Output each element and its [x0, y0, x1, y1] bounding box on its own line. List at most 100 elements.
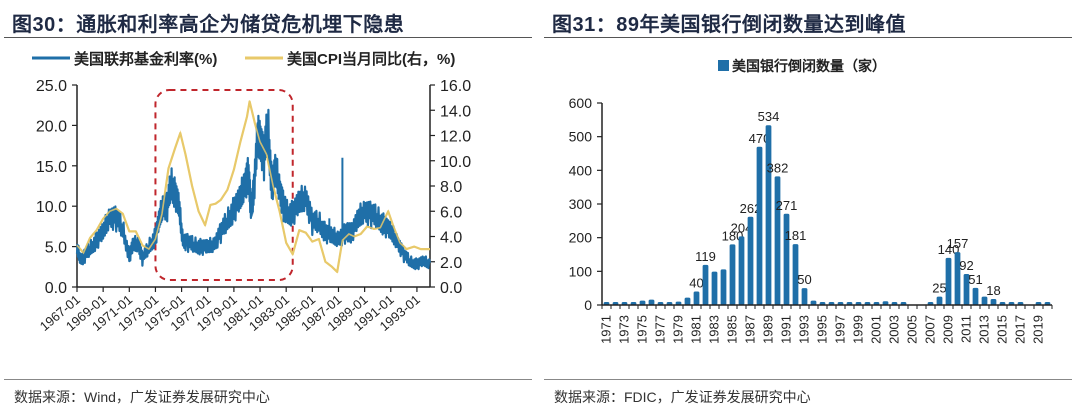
bar-2011 — [963, 274, 970, 305]
y-tick-label: 0 — [584, 297, 592, 313]
x-tick-label: 1977 — [653, 315, 668, 344]
y-tick-label: 200 — [569, 230, 593, 246]
source-divider — [544, 379, 1072, 380]
x-tick-label: 1999 — [851, 315, 866, 344]
x-tick-label: 2013 — [977, 315, 992, 344]
data-label-1993: 50 — [797, 272, 811, 287]
bar-2002 — [882, 301, 889, 305]
figure-31-panel: 图31：89年美国银行倒闭数量达到峰值 美国银行倒闭数量（家） 0 100 200 30… — [540, 0, 1080, 412]
x-tick-label: 1995 — [815, 315, 830, 344]
legend-label-cpi: 美国CPI当月同比(右，%) — [287, 50, 455, 68]
bar-2013 — [981, 296, 988, 305]
y-tick-label-left: 15.0 — [36, 159, 67, 176]
y-tick-label: 500 — [569, 129, 593, 145]
x-tick-label: 2005 — [905, 315, 920, 344]
x-tick-label: 1973 — [617, 315, 632, 344]
data-label-1989: 534 — [758, 109, 780, 124]
bar-1983 — [711, 271, 718, 305]
y-tick-label-right: 8.0 — [440, 179, 462, 196]
y-tick-label-right: 2.0 — [440, 255, 462, 272]
bar-2014 — [990, 298, 997, 305]
bar-1984 — [720, 269, 727, 305]
bar-1988 — [756, 146, 763, 305]
x-tick-label: 2017 — [1013, 315, 1028, 344]
x-tick-label: 1993 — [797, 315, 812, 344]
y-tick-label-right: 0.0 — [440, 280, 462, 297]
bar-1992 — [792, 244, 799, 305]
x-tick-label: 2019 — [1031, 315, 1046, 344]
x-tick-label: 1981 — [689, 315, 704, 344]
bar-1993 — [801, 288, 808, 305]
y-tick-label-left: 5.0 — [45, 240, 67, 257]
bar-1994 — [810, 300, 817, 305]
x-tick-label: 2015 — [995, 315, 1010, 344]
y-tick-label-left: 20.0 — [36, 118, 67, 135]
y-tick-label-right: 14.0 — [440, 103, 471, 120]
data-label-1990: 382 — [767, 160, 789, 175]
x-tick-label: 2011 — [959, 315, 974, 343]
figure-30-panel: 图30：通胀和利率高企为储贷危机埋下隐患 美国联邦基金利率(%) 美国CPI当月同… — [4, 14, 532, 405]
x-tick-label: 2009 — [941, 315, 956, 344]
legend-swatch-bank-failures — [718, 60, 729, 71]
bar-1975 — [639, 300, 646, 305]
y-tick-label-right: 10.0 — [440, 154, 471, 171]
legend-label-bank-failures: 美国银行倒闭数量（家） — [732, 58, 886, 74]
x-tick-label: 1987 — [743, 315, 758, 344]
bar-1987 — [747, 216, 754, 305]
x-tick-label: 1989 — [761, 315, 776, 344]
figure-31-title: 图31：89年美国银行倒闭数量达到峰值 — [552, 14, 906, 36]
figure-30-title: 图30：通胀和利率高企为储贷危机埋下隐患 — [12, 14, 405, 36]
data-label-2011: 92 — [959, 258, 973, 273]
bar-1976 — [648, 299, 655, 305]
figure-30-source: 数据来源：Wind，广发证券发展研究中心 — [14, 389, 270, 405]
data-label-1981: 40 — [689, 276, 703, 291]
data-label-2010: 157 — [947, 236, 969, 251]
x-tick-label: 1991 — [779, 315, 794, 344]
legend-label-fed-funds: 美国联邦基金利率(%) — [74, 50, 217, 68]
data-label-2014: 18 — [986, 283, 1000, 298]
y-tick-label: 100 — [569, 263, 593, 279]
y-tick-label: 300 — [569, 196, 593, 212]
data-label-1985: 180 — [722, 228, 744, 243]
x-tick-label: 1979 — [671, 315, 686, 344]
bar-1991 — [783, 213, 790, 305]
bar-2008 — [936, 296, 943, 305]
x-tick-label: 2003 — [887, 315, 902, 344]
data-label-1986: 204 — [731, 220, 753, 235]
y-tick-label-left: 10.0 — [36, 199, 67, 216]
series-line-fed-funds — [75, 108, 432, 271]
bar-2012 — [972, 287, 979, 305]
y-tick-label-right: 16.0 — [440, 78, 471, 95]
y-tick-label-right: 6.0 — [440, 204, 462, 221]
y-tick-label-right: 12.0 — [440, 129, 471, 146]
data-label-1991: 271 — [776, 198, 798, 213]
title-divider — [544, 37, 1072, 38]
line-chart-rates-cpi: 美国联邦基金利率(%) 美国CPI当月同比(右，%) 0.0 5.0 10.0 15.0 2… — [32, 50, 471, 334]
data-label-2012: 51 — [968, 272, 982, 287]
x-tick-label: 1983 — [707, 315, 722, 344]
bar-2009 — [945, 257, 952, 305]
bar-1985 — [729, 244, 736, 305]
x-tick-label: 1975 — [635, 315, 650, 344]
figure-31-source: 数据来源：FDIC，广发证券发展研究中心 — [554, 389, 811, 405]
series-line-cpi-overlay — [76, 101, 430, 274]
x-tick-label: 1985 — [725, 315, 740, 344]
source-divider — [4, 379, 532, 380]
bar-1989 — [765, 125, 772, 305]
bar-1990 — [774, 176, 781, 305]
data-label-1988: 470 — [749, 131, 771, 146]
y-tick-label-right: 4.0 — [440, 230, 462, 247]
title-divider — [4, 37, 532, 38]
bar-1980 — [684, 297, 691, 305]
highlight-box-1973-1983 — [154, 89, 294, 281]
x-tick-label: 1971 — [599, 315, 614, 344]
x-tick-label: 2001 — [869, 315, 884, 344]
y-tick-label: 400 — [569, 162, 593, 178]
data-label-1992: 181 — [785, 228, 807, 243]
data-label-2009: 140 — [938, 242, 960, 257]
y-tick-label-left: 0.0 — [45, 280, 67, 297]
bar-1986 — [738, 236, 745, 305]
x-tick-label: 2007 — [923, 315, 938, 344]
bar-chart-bank-failures: 美国银行倒闭数量（家）01002003004005006004011918020… — [569, 58, 1053, 344]
x-tick-label: 1997 — [833, 315, 848, 344]
